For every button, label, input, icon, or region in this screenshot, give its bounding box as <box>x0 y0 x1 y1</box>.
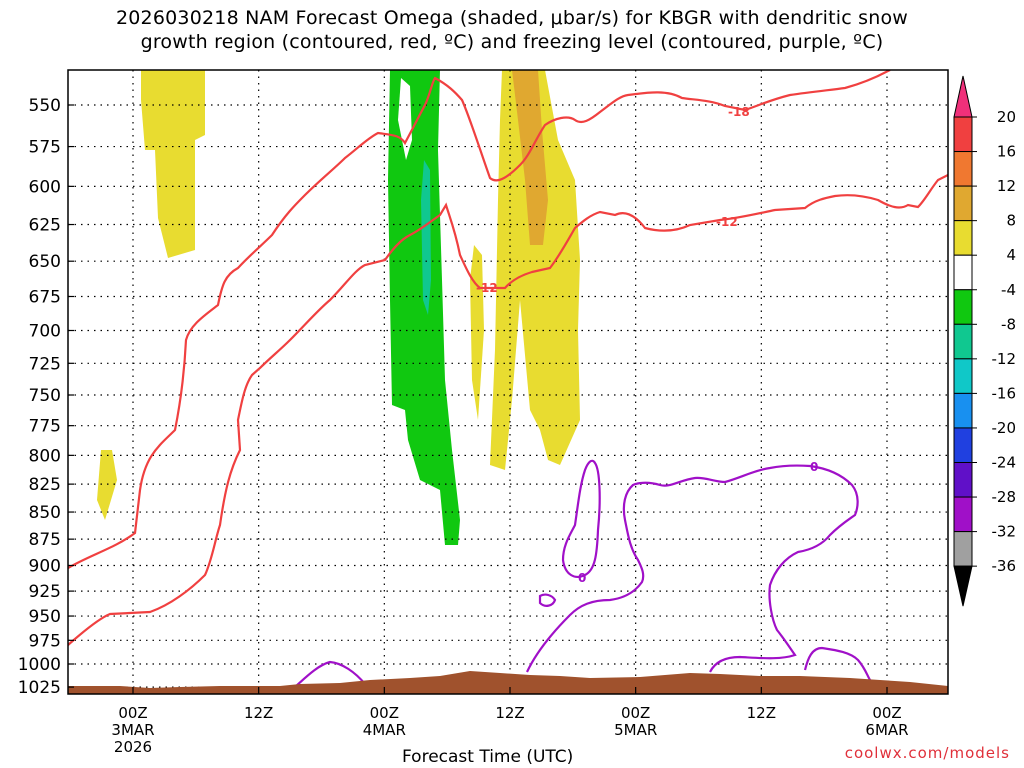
colorbar-label: 20 <box>997 108 1016 126</box>
omega-positive-region-5 <box>512 70 548 245</box>
x-tick-date: 6MAR <box>865 721 908 739</box>
colorbar-label: -20 <box>992 419 1017 437</box>
y-tick-label: 625 <box>29 216 61 236</box>
credit-text: coolwx.com/models <box>844 744 1010 762</box>
colorbar-label: 16 <box>997 143 1016 161</box>
y-tick-label: 950 <box>29 607 61 627</box>
colorbar-label: -36 <box>992 557 1017 575</box>
freezing-contour-3 <box>526 464 859 673</box>
colorbar-label: -16 <box>992 384 1017 402</box>
x-tick-date: 5MAR <box>614 721 657 739</box>
omega-positive-region-2 <box>97 450 117 520</box>
y-tick-label: 675 <box>29 287 61 307</box>
y-tick-label: 700 <box>29 321 61 341</box>
colorbar-band <box>953 116 973 153</box>
y-tick-label: 800 <box>29 446 61 466</box>
colorbar-label: 8 <box>1006 212 1016 230</box>
x-tick-label: 12Z <box>495 704 524 722</box>
y-tick-label: 850 <box>29 503 61 523</box>
colorbar-label: -4 <box>1001 281 1016 299</box>
colorbar-label: 12 <box>997 177 1016 195</box>
omega-positive-region-1 <box>141 70 205 258</box>
y-axis: 550 575 600 625 650 675 700 725 750 775 800 825 850 8… <box>18 96 74 698</box>
x-tick-label: 12Z <box>747 704 776 722</box>
colorbar-band <box>953 289 973 325</box>
freezing-contour-4 <box>803 646 871 681</box>
x-tick-label: 12Z <box>244 704 273 722</box>
dgz-lower-label-2: -12 <box>476 281 498 295</box>
dgz-contour-upper <box>68 70 891 569</box>
dgz-lower-label: -12 <box>716 215 738 229</box>
x-tick-label: 00Z <box>872 704 901 722</box>
y-tick-label: 1000 <box>18 655 61 675</box>
x-tick-year: 2026 <box>114 738 152 756</box>
y-tick-label: 575 <box>29 138 61 158</box>
y-tick-label: 550 <box>29 96 61 116</box>
x-axis-title: Forecast Time (UTC) <box>402 747 574 767</box>
colorbar-label: -8 <box>1001 315 1016 333</box>
title-line-2: growth region (contoured, red, ºC) and f… <box>140 31 884 53</box>
freezing-contour-1 <box>561 459 601 578</box>
dgz-contour-lower <box>68 174 948 646</box>
x-tick-date: 3MAR <box>111 721 154 739</box>
freezing-label-2: 0 <box>578 571 586 585</box>
y-tick-label: 925 <box>29 582 61 602</box>
colorbar-label: -32 <box>992 523 1017 541</box>
omega-positive-region-4 <box>490 70 580 470</box>
x-tick-label: 00Z <box>118 704 147 722</box>
colorbar-band <box>953 392 973 429</box>
x-tick-label: 00Z <box>621 704 650 722</box>
colorbar-band <box>953 151 973 187</box>
colorbar-band <box>953 254 973 291</box>
x-tick-date: 4MAR <box>363 721 406 739</box>
colorbar-label: 4 <box>1006 246 1016 264</box>
title-line-1: 2026030218 NAM Forecast Omega (shaded, μ… <box>115 7 909 29</box>
freezing-label: 0 <box>810 460 818 474</box>
y-tick-label: 750 <box>29 386 61 406</box>
colorbar-band <box>953 185 973 222</box>
colorbar-band <box>953 358 973 394</box>
y-tick-label: 725 <box>29 354 61 374</box>
y-tick-label: 600 <box>29 177 61 197</box>
y-tick-label: 875 <box>29 530 61 550</box>
y-tick-label: 975 <box>29 631 61 651</box>
colorbar-bottom-triangle <box>953 565 973 607</box>
grid <box>68 70 948 694</box>
colorbar: 20 16 12 8 4 -4 -8 -12 -16 -20 -24 -28 -32 -36 <box>953 75 1017 607</box>
y-tick-label: 1025 <box>18 678 61 698</box>
dgz-upper-label: -18 <box>728 105 750 119</box>
chart-title: 2026030218 NAM Forecast Omega (shaded, μ… <box>0 6 1024 54</box>
colorbar-band <box>953 220 973 256</box>
y-tick-label: 825 <box>29 475 61 495</box>
freezing-contour-5 <box>295 660 366 687</box>
colorbar-top-triangle <box>953 75 973 118</box>
freezing-contour-2 <box>538 593 557 607</box>
colorbar-label: -12 <box>992 350 1017 368</box>
y-tick-label: 900 <box>29 556 61 576</box>
colorbar-band <box>953 496 973 533</box>
plot-area <box>68 70 948 694</box>
colorbar-band <box>953 323 973 360</box>
colorbar-label: -24 <box>992 454 1017 472</box>
y-tick-label: 650 <box>29 252 61 272</box>
terrain <box>68 671 948 694</box>
colorbar-label: -28 <box>992 488 1017 506</box>
x-tick-label: 00Z <box>370 704 399 722</box>
omega-negative-region-hole <box>398 78 412 160</box>
colorbar-band <box>953 462 973 498</box>
colorbar-band <box>953 427 973 464</box>
omega-negative-region-main <box>388 70 460 545</box>
y-tick-label: 775 <box>29 417 61 437</box>
colorbar-band <box>953 531 973 567</box>
plot-frame <box>67 69 949 695</box>
omega-negative-region-core <box>421 160 431 315</box>
